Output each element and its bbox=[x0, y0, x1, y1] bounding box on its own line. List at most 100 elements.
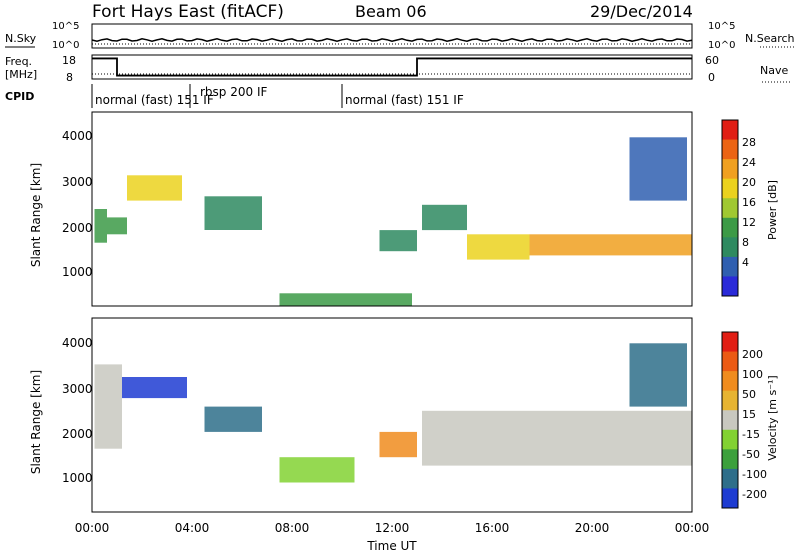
nave-tick-bottom: 0 bbox=[708, 71, 715, 84]
freq-trace bbox=[92, 57, 692, 77]
power-colorbar-frame bbox=[721, 119, 739, 297]
power-colorbar bbox=[722, 120, 738, 297]
noise-right-tick-bottom: 10^0 bbox=[708, 40, 735, 51]
date-label: 29/Dec/2014 bbox=[590, 2, 693, 21]
heatmap-cell bbox=[529, 234, 692, 256]
colorbar-swatch bbox=[722, 429, 738, 450]
noise-sky-label: N.Sky bbox=[5, 32, 37, 45]
velocity-cb-tick-neg200: -200 bbox=[742, 488, 767, 501]
power-ytick-2000: 2000 bbox=[62, 221, 93, 235]
power-ytick-1000: 1000 bbox=[62, 265, 93, 279]
heatmap-cell bbox=[422, 410, 692, 466]
heatmap-cell bbox=[629, 343, 687, 407]
power-heatmap bbox=[94, 137, 692, 306]
cpid-label: CPID bbox=[5, 90, 34, 103]
velocity-cb-tick-50: 50 bbox=[742, 388, 756, 401]
colorbar-swatch bbox=[722, 449, 738, 470]
freq-label-line1: Freq. bbox=[5, 55, 32, 68]
cpid-mode-1: normal (fast) 151 IF bbox=[95, 93, 214, 107]
colorbar-swatch bbox=[722, 217, 738, 238]
heatmap-cell bbox=[94, 364, 122, 449]
power-cb-tick-4: 4 bbox=[742, 256, 749, 269]
colorbar-swatch bbox=[722, 371, 738, 392]
heatmap-cell bbox=[204, 406, 262, 432]
velocity-panel-frame bbox=[91, 317, 693, 513]
x-axis-label: Time UT bbox=[366, 539, 417, 553]
nave-label: Nave bbox=[760, 64, 788, 77]
xtick-1600: 16:00 bbox=[475, 521, 510, 535]
power-cb-tick-12: 12 bbox=[742, 216, 756, 229]
freq-tick-top: 18 bbox=[62, 54, 76, 67]
velocity-ytick-2000: 2000 bbox=[62, 427, 93, 441]
power-cb-tick-28: 28 bbox=[742, 136, 756, 149]
noise-panel-frame bbox=[91, 23, 693, 49]
colorbar-swatch bbox=[722, 120, 738, 141]
velocity-colorbar-frame bbox=[721, 331, 739, 509]
colorbar-swatch bbox=[722, 468, 738, 489]
colorbar-swatch bbox=[722, 198, 738, 219]
velocity-ylabel: Slant Range [km] bbox=[29, 370, 43, 474]
heatmap-cell bbox=[279, 293, 412, 306]
noise-left-tick-top: 10^5 bbox=[52, 21, 79, 32]
velocity-cb-tick-15: 15 bbox=[742, 408, 756, 421]
noise-right-tick-top: 10^5 bbox=[708, 21, 735, 32]
velocity-cb-tick-100: 100 bbox=[742, 368, 763, 381]
freq-panel-frame bbox=[91, 54, 693, 80]
heatmap-cell bbox=[379, 230, 417, 252]
cpid-mode-2: rbsp 200 IF bbox=[200, 85, 267, 99]
velocity-ytick-3000: 3000 bbox=[62, 382, 93, 396]
heatmap-cell bbox=[122, 377, 187, 399]
power-cb-tick-8: 8 bbox=[742, 236, 749, 249]
xtick-0000: 00:00 bbox=[75, 521, 110, 535]
velocity-cb-tick-200: 200 bbox=[742, 348, 763, 361]
plot-title: Fort Hays East (fitACF) bbox=[92, 2, 284, 22]
colorbar-swatch bbox=[722, 178, 738, 199]
cpid-mode-3: normal (fast) 151 IF bbox=[345, 93, 464, 107]
power-ytick-4000: 4000 bbox=[62, 129, 93, 143]
heatmap-cell bbox=[204, 196, 262, 230]
velocity-ytick-1000: 1000 bbox=[62, 471, 93, 485]
colorbar-swatch bbox=[722, 256, 738, 277]
power-ytick-3000: 3000 bbox=[62, 175, 93, 189]
power-colorbar-label: Power [dB] bbox=[766, 180, 779, 240]
heatmap-cell bbox=[379, 431, 417, 458]
velocity-cb-tick-neg50: -50 bbox=[742, 448, 760, 461]
colorbar-swatch bbox=[722, 237, 738, 258]
velocity-colorbar-label: Velocity [m s⁻¹] bbox=[766, 375, 779, 460]
xtick-1200: 12:00 bbox=[375, 521, 410, 535]
noise-trace bbox=[91, 38, 693, 42]
xtick-2000: 20:00 bbox=[575, 521, 610, 535]
colorbar-swatch bbox=[722, 276, 738, 297]
colorbar-swatch bbox=[722, 332, 738, 353]
freq-label-line2: [MHz] bbox=[5, 68, 37, 81]
colorbar-swatch bbox=[722, 410, 738, 431]
power-cb-tick-24: 24 bbox=[742, 156, 756, 169]
heatmap-cell bbox=[422, 204, 467, 231]
heatmap-cell bbox=[629, 137, 687, 201]
heatmap-cell bbox=[94, 209, 107, 243]
colorbar-swatch bbox=[722, 351, 738, 372]
power-cb-tick-16: 16 bbox=[742, 196, 756, 209]
noise-left-tick-bottom: 10^0 bbox=[52, 40, 79, 51]
velocity-ytick-4000: 4000 bbox=[62, 336, 93, 350]
xtick-2400: 00:00 bbox=[675, 521, 710, 535]
power-ylabel: Slant Range [km] bbox=[29, 163, 43, 267]
freq-tick-bottom: 8 bbox=[66, 71, 73, 84]
colorbar-swatch bbox=[722, 139, 738, 160]
colorbar-swatch bbox=[722, 390, 738, 411]
noise-search-label: N.Search bbox=[745, 32, 795, 45]
velocity-cb-tick-neg100: -100 bbox=[742, 468, 767, 481]
velocity-cb-tick-neg15: -15 bbox=[742, 428, 760, 441]
power-panel-frame bbox=[91, 111, 693, 307]
velocity-colorbar bbox=[722, 332, 738, 509]
heatmap-cell bbox=[279, 457, 355, 483]
power-cb-tick-20: 20 bbox=[742, 176, 756, 189]
heatmap-cell bbox=[467, 234, 530, 260]
xtick-0800: 08:00 bbox=[275, 521, 310, 535]
colorbar-swatch bbox=[722, 488, 738, 509]
beam-label: Beam 06 bbox=[355, 2, 427, 21]
heatmap-cell bbox=[127, 175, 182, 201]
colorbar-swatch bbox=[722, 159, 738, 180]
nave-tick-top: 60 bbox=[705, 54, 719, 67]
